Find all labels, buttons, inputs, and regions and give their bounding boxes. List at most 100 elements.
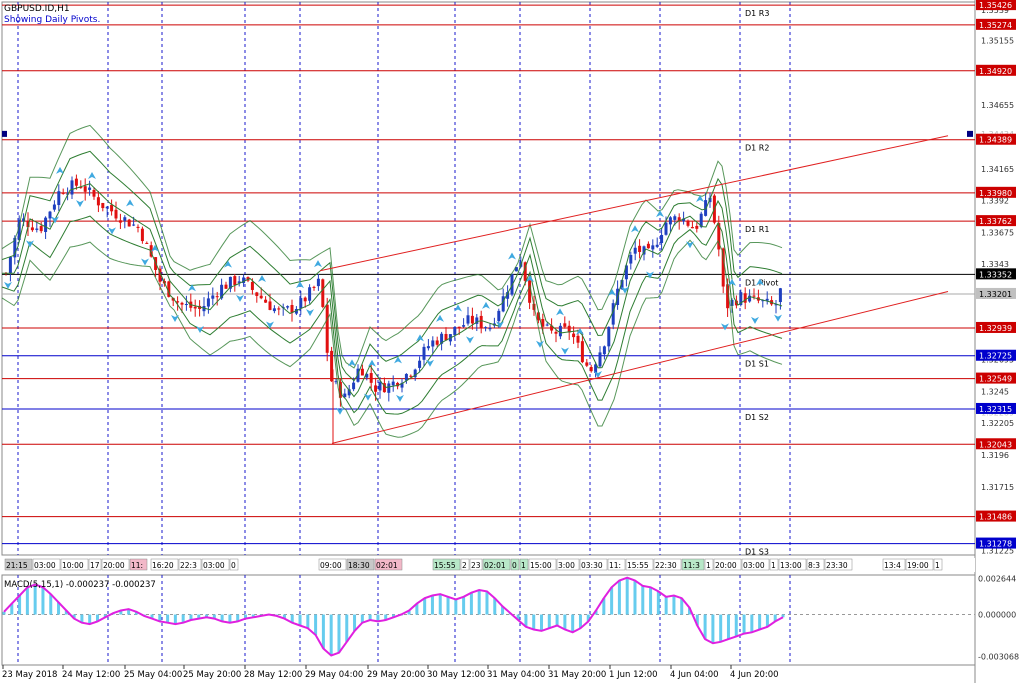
candle	[580, 341, 584, 363]
session-label-box	[905, 558, 934, 571]
macd-bar	[127, 609, 131, 615]
candle	[360, 368, 364, 376]
macd-bar	[290, 614, 294, 623]
session-label-box	[713, 558, 742, 571]
candle	[466, 315, 470, 324]
macd-bar	[243, 614, 247, 619]
macd-bar	[781, 614, 785, 618]
candle	[259, 295, 263, 299]
macd-bar	[555, 614, 559, 626]
session-label: 1	[771, 561, 776, 570]
fractal-down-arrow	[236, 294, 244, 302]
fractal-down-arrow	[561, 347, 569, 355]
price-tag	[976, 537, 1016, 549]
fractal-down-arrow	[721, 323, 729, 331]
fractal-down-arrow	[51, 216, 59, 224]
candle	[563, 323, 567, 327]
macd-bar	[446, 596, 450, 615]
macd-bar	[415, 603, 419, 615]
session-label: 2	[462, 561, 467, 570]
candle	[316, 278, 320, 287]
fractal-down-arrow	[594, 371, 602, 379]
macd-bar	[594, 610, 598, 615]
fractal-down-arrow	[646, 271, 654, 279]
candle	[356, 368, 360, 382]
line-edge-marker	[967, 130, 973, 137]
channel-lower-line	[331, 290, 949, 444]
price-tag	[976, 0, 1016, 11]
macd-bar	[197, 614, 201, 619]
price-tag-label: 1.33980	[979, 189, 1012, 198]
session-label-box	[318, 558, 347, 571]
macd-bar	[719, 614, 723, 642]
candle	[646, 243, 650, 249]
macd-bar	[345, 614, 349, 642]
macd-bar	[423, 598, 427, 615]
macd-bar	[360, 614, 364, 623]
macd-bar	[298, 614, 302, 626]
candle	[330, 350, 334, 382]
fractal-up-arrow	[454, 304, 462, 312]
macd-bar	[532, 614, 536, 630]
macd-bar	[103, 614, 107, 618]
candle	[378, 382, 382, 391]
candle	[602, 346, 606, 355]
macd-bar	[33, 584, 37, 615]
macd-title: MACD(5,15,1) -0.000237 -0.000237	[4, 580, 156, 590]
session-label: 03:00	[34, 561, 56, 570]
candle	[13, 237, 17, 258]
session-label-box	[769, 558, 779, 571]
candle	[567, 325, 571, 333]
candle	[638, 245, 642, 252]
candle	[682, 218, 686, 222]
macd-bar	[493, 598, 497, 615]
x-tick-label: 23 May 2018	[2, 670, 57, 680]
session-label: 0	[512, 561, 517, 570]
candle	[607, 326, 611, 347]
price-tag	[976, 18, 1016, 30]
candle	[193, 306, 197, 309]
candle	[387, 383, 391, 393]
session-label: 17	[90, 561, 100, 570]
candle	[642, 246, 646, 255]
macd-bar	[750, 614, 754, 633]
fractal-down-arrow	[266, 321, 274, 329]
macd-y-tick-label: 0.000000	[978, 611, 1016, 620]
fractal-down-arrow	[496, 321, 504, 329]
candle	[83, 186, 87, 192]
macd-bar	[321, 614, 325, 649]
candle	[523, 262, 527, 281]
price-tag	[976, 372, 1016, 384]
candle	[479, 315, 483, 328]
session-label-box	[88, 558, 102, 571]
price-tag	[976, 268, 1016, 280]
macd-bar	[765, 614, 769, 627]
candle	[110, 204, 114, 212]
fractal-up-arrow	[556, 308, 564, 316]
macd-bar	[158, 614, 162, 622]
candle	[506, 292, 510, 299]
macd-bar	[119, 610, 123, 615]
candle	[514, 267, 518, 272]
fractal-up-arrow	[482, 301, 490, 309]
pivot-indicator-note: Showing Daily Pivots.	[4, 15, 101, 25]
candle	[250, 281, 254, 290]
fractal-up-arrow	[368, 359, 376, 367]
session-label-box	[432, 558, 461, 571]
candle	[171, 297, 175, 301]
session-label-box	[469, 558, 483, 571]
candle	[272, 308, 276, 312]
candle	[470, 315, 474, 324]
session-label: 03:00	[203, 561, 225, 570]
session-label-box	[882, 558, 906, 571]
macd-bar	[773, 614, 777, 622]
candle	[48, 211, 52, 219]
candle	[114, 209, 118, 219]
fractal-up-arrow	[696, 194, 704, 202]
candle	[74, 178, 78, 186]
fractal-up-arrow	[728, 278, 736, 286]
candle	[105, 206, 109, 209]
bollinger-middle	[2, 183, 783, 398]
x-tick-label: 25 May 04:00	[124, 670, 182, 680]
